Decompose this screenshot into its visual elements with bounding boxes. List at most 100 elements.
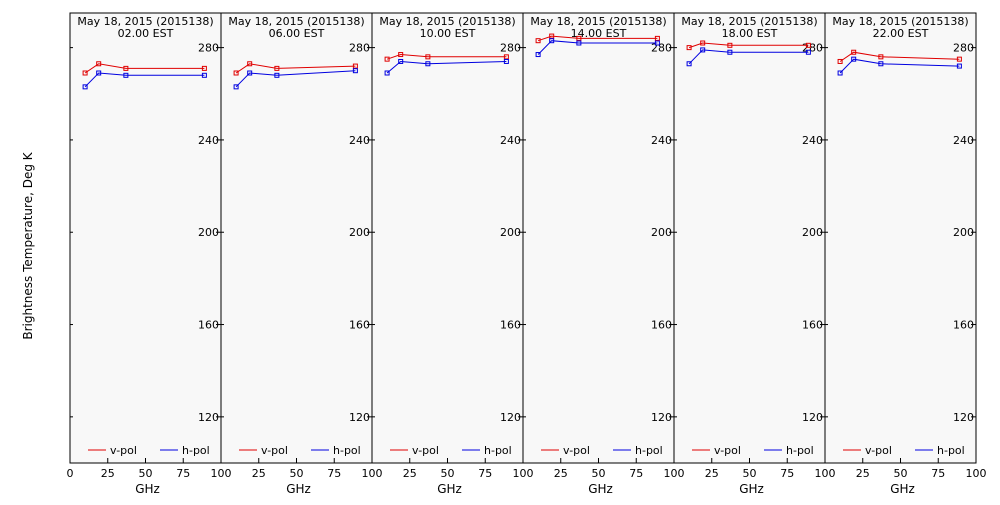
series-line-v-pol xyxy=(84,63,205,74)
x-tick-label: 75 xyxy=(478,467,492,480)
data-point-v-pol xyxy=(700,40,706,46)
y-tick-label: 160 xyxy=(953,319,974,332)
series-line-v-pol xyxy=(839,51,960,62)
y-tick-label: 240 xyxy=(651,134,672,147)
y-tick-label: 160 xyxy=(500,319,521,332)
x-axis-label: GHz xyxy=(437,482,462,496)
panel-subtitle: 02.00 EST xyxy=(118,27,174,40)
panel-subtitle: 14.00 EST xyxy=(571,27,627,40)
legend-label-v-pol: v-pol xyxy=(110,444,137,457)
data-point-h-pol xyxy=(384,70,390,76)
x-tick-label: 0 xyxy=(67,467,74,480)
panel-subtitle: 18.00 EST xyxy=(722,27,778,40)
x-tick-label: 25 xyxy=(403,467,417,480)
data-point-v-pol xyxy=(123,65,129,71)
x-axis-label: GHz xyxy=(588,482,613,496)
panel-subtitle: 10.00 EST xyxy=(420,27,476,40)
data-point-h-pol xyxy=(700,47,706,53)
y-tick-label: 120 xyxy=(953,411,974,424)
data-point-h-pol xyxy=(123,72,129,78)
y-tick-label: 200 xyxy=(500,226,521,239)
data-point-v-pol xyxy=(686,45,692,51)
legend-label-h-pol: h-pol xyxy=(333,444,361,457)
panel-frame xyxy=(522,12,675,464)
data-point-h-pol xyxy=(274,72,280,78)
x-tick-label: 25 xyxy=(856,467,870,480)
data-point-h-pol xyxy=(96,70,102,76)
x-tick-label: 100 xyxy=(513,467,534,480)
y-tick-label: 160 xyxy=(802,319,823,332)
chart-panels: May 18, 2015 (2015138)02.00 EST120160200… xyxy=(67,12,987,496)
data-point-v-pol xyxy=(878,54,884,60)
legend-label-v-pol: v-pol xyxy=(563,444,590,457)
y-tick-label: 120 xyxy=(349,411,370,424)
data-point-v-pol xyxy=(805,42,811,48)
data-point-v-pol xyxy=(384,56,390,62)
y-tick-label: 280 xyxy=(198,42,219,55)
data-point-v-pol xyxy=(956,56,962,62)
data-point-v-pol xyxy=(425,54,431,60)
data-point-h-pol xyxy=(201,72,207,78)
data-point-v-pol xyxy=(82,70,88,76)
legend-label-h-pol: h-pol xyxy=(182,444,210,457)
panel-title: May 18, 2015 (2015138) xyxy=(77,15,213,28)
x-tick-label: 50 xyxy=(743,467,757,480)
data-point-h-pol xyxy=(503,58,509,64)
x-tick-label: 100 xyxy=(815,467,836,480)
y-tick-label: 280 xyxy=(500,42,521,55)
data-point-h-pol xyxy=(576,40,582,46)
y-tick-label: 120 xyxy=(651,411,672,424)
y-tick-label: 200 xyxy=(651,226,672,239)
y-tick-label: 240 xyxy=(500,134,521,147)
y-tick-label: 200 xyxy=(198,226,219,239)
data-point-v-pol xyxy=(549,33,555,39)
panel-title: May 18, 2015 (2015138) xyxy=(530,15,666,28)
x-tick-label: 50 xyxy=(894,467,908,480)
data-point-h-pol xyxy=(247,70,253,76)
y-tick-label: 120 xyxy=(198,411,219,424)
series-line-h-pol xyxy=(688,49,809,65)
series-line-h-pol xyxy=(84,72,205,88)
legend-label-v-pol: v-pol xyxy=(865,444,892,457)
data-point-v-pol xyxy=(201,65,207,71)
x-tick-label: 100 xyxy=(362,467,383,480)
y-tick-label: 280 xyxy=(349,42,370,55)
x-tick-label: 75 xyxy=(176,467,190,480)
data-point-h-pol xyxy=(398,58,404,64)
x-tick-label: 100 xyxy=(966,467,987,480)
data-point-v-pol xyxy=(654,35,660,41)
x-axis-label: GHz xyxy=(135,482,160,496)
y-tick-label: 240 xyxy=(198,134,219,147)
data-point-h-pol xyxy=(352,68,358,74)
series-line-h-pol xyxy=(839,58,960,74)
panel-frame xyxy=(69,12,222,464)
x-axis-label: GHz xyxy=(890,482,915,496)
series-line-h-pol xyxy=(386,60,507,74)
series-line-v-pol xyxy=(537,35,658,42)
legend-label-h-pol: h-pol xyxy=(635,444,663,457)
legend-label-h-pol: h-pol xyxy=(937,444,965,457)
x-tick-label: 25 xyxy=(252,467,266,480)
data-point-v-pol xyxy=(398,52,404,58)
chart-panel-3: May 18, 2015 (2015138)10.00 EST 120 160 200… xyxy=(371,12,534,496)
x-tick-label: 75 xyxy=(327,467,341,480)
panel-title: May 18, 2015 (2015138) xyxy=(681,15,817,28)
y-tick-label: 200 xyxy=(953,226,974,239)
data-point-h-pol xyxy=(851,56,857,62)
y-tick-label: 200 xyxy=(349,226,370,239)
x-tick-label: 100 xyxy=(664,467,685,480)
data-point-h-pol xyxy=(805,49,811,55)
y-tick-label: 120 xyxy=(500,411,521,424)
panel-subtitle: 06.00 EST xyxy=(269,27,325,40)
data-point-h-pol xyxy=(425,61,431,67)
series-line-h-pol xyxy=(537,40,658,55)
chart-panel-1: May 18, 2015 (2015138)02.00 EST 120 160 200… xyxy=(67,12,232,496)
legend-label-h-pol: h-pol xyxy=(786,444,814,457)
data-point-h-pol xyxy=(727,49,733,55)
data-point-h-pol xyxy=(686,61,692,67)
chart-panel-5: May 18, 2015 (2015138)18.00 EST 120 160 200… xyxy=(673,12,836,496)
data-point-h-pol xyxy=(878,61,884,67)
data-point-v-pol xyxy=(274,65,280,71)
x-tick-label: 75 xyxy=(780,467,794,480)
x-tick-label: 25 xyxy=(554,467,568,480)
